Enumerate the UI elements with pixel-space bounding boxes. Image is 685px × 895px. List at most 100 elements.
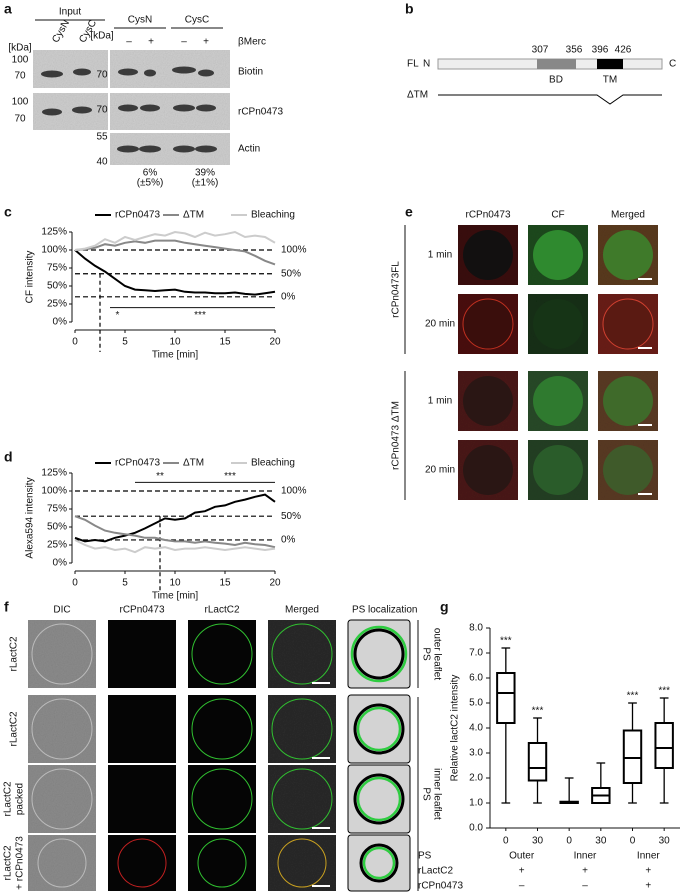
row-label: rLactC2 bbox=[3, 845, 14, 880]
panel-label: c bbox=[4, 204, 12, 220]
series-line bbox=[74, 249, 276, 296]
series-line bbox=[74, 230, 276, 251]
blot-quant: 6% bbox=[143, 168, 158, 179]
blot-band bbox=[140, 104, 160, 112]
condition-value: Inner bbox=[574, 851, 597, 862]
reference-label: 100% bbox=[281, 486, 307, 497]
x-tick-label: 20 bbox=[269, 578, 281, 589]
micrograph bbox=[188, 835, 256, 891]
x-tick-label: 5 bbox=[122, 337, 128, 348]
membrane bbox=[353, 703, 405, 755]
blot-quant: (±5%) bbox=[137, 178, 164, 189]
vesicle bbox=[31, 768, 93, 830]
micrograph bbox=[28, 620, 96, 688]
domain-name: BD bbox=[549, 75, 563, 86]
micrograph bbox=[188, 765, 256, 833]
x-tick-label: 15 bbox=[219, 578, 231, 589]
y-tick-label: 0% bbox=[53, 317, 68, 328]
significance-label: ** bbox=[156, 471, 164, 482]
blot-kda: [kDa] bbox=[8, 43, 32, 54]
ps-leaflet bbox=[356, 776, 402, 822]
domain-position: 396 bbox=[592, 45, 609, 56]
y-tick-label: 3.0 bbox=[469, 748, 483, 759]
vesicle bbox=[191, 698, 253, 760]
y-tick-label: 125% bbox=[41, 468, 67, 479]
reference-label: 0% bbox=[281, 291, 296, 302]
y-tick-label: 50% bbox=[47, 281, 67, 292]
vesicle bbox=[602, 298, 654, 350]
y-axis-label: Relative lactC2 intensity bbox=[450, 675, 461, 782]
blot-row-label: Actin bbox=[238, 144, 260, 155]
vesicle bbox=[603, 445, 653, 495]
blot-band bbox=[117, 145, 139, 153]
significance-label: *** bbox=[500, 636, 512, 647]
significance-label: *** bbox=[627, 691, 639, 702]
row-label: packed bbox=[15, 783, 26, 815]
domain-position: 307 bbox=[532, 45, 549, 56]
box bbox=[496, 672, 516, 724]
blot-group-label: CysC bbox=[185, 15, 209, 26]
blot-image bbox=[110, 93, 230, 130]
vesicle bbox=[533, 299, 583, 349]
vesicle bbox=[463, 376, 513, 426]
domain-position: 426 bbox=[615, 45, 632, 56]
vesicle bbox=[463, 445, 513, 495]
reference-label: 0% bbox=[281, 535, 296, 546]
row-label: rLactC2 bbox=[9, 711, 20, 746]
reference-label: 50% bbox=[281, 511, 301, 522]
condition-label: rCPn0473 bbox=[418, 881, 463, 892]
blot-marker: 70 bbox=[96, 70, 108, 81]
panel-label: d bbox=[4, 449, 13, 465]
micrograph bbox=[268, 695, 336, 763]
x-tick-label: 10 bbox=[169, 578, 181, 589]
diagram-label: N bbox=[423, 59, 430, 70]
y-tick-label: 0.0 bbox=[469, 823, 483, 834]
legend-label: ΔTM bbox=[183, 210, 204, 221]
x-tick-label: 0 bbox=[503, 836, 509, 847]
x-axis-label: Time [min] bbox=[152, 350, 199, 361]
condition-value: Inner bbox=[637, 851, 660, 862]
condition-value: + bbox=[519, 866, 525, 877]
blot-band bbox=[173, 145, 195, 153]
vesicle bbox=[533, 376, 583, 426]
blot-row-label: Biotin bbox=[238, 67, 263, 78]
blot-marker: 100 bbox=[12, 97, 29, 108]
side-label: inner leaflet bbox=[431, 768, 442, 820]
x-tick-label: 30 bbox=[532, 836, 544, 847]
y-tick-label: 1.0 bbox=[469, 798, 483, 809]
column-header: CF bbox=[551, 210, 564, 221]
vesicle bbox=[197, 838, 247, 888]
blot-band bbox=[139, 145, 161, 153]
row-label: 1 min bbox=[428, 250, 452, 261]
y-tick-label: 4.0 bbox=[469, 723, 483, 734]
side-label: PS bbox=[420, 787, 431, 801]
vesicle bbox=[271, 768, 333, 830]
series-line bbox=[74, 515, 276, 549]
vesicle bbox=[37, 838, 87, 888]
ps-header: localization bbox=[368, 605, 417, 616]
bd-domain bbox=[537, 59, 576, 69]
x-tick-label: 20 bbox=[269, 337, 281, 348]
vesicle bbox=[31, 698, 93, 760]
ps-leaflet bbox=[362, 846, 396, 880]
blot-band bbox=[72, 106, 92, 114]
blot-marker: 40 bbox=[96, 157, 108, 168]
series-line bbox=[74, 239, 276, 266]
side-label: PS bbox=[420, 647, 431, 661]
condition-label: rLactC2 bbox=[418, 866, 453, 877]
significance-label: *** bbox=[532, 706, 544, 717]
y-tick-label: 5.0 bbox=[469, 698, 483, 709]
condition-value: + bbox=[645, 881, 651, 892]
condition-value: Outer bbox=[509, 851, 535, 862]
column-header: rCPn0473 bbox=[119, 605, 164, 616]
x-tick-label: 0 bbox=[72, 578, 78, 589]
condition-value: – bbox=[519, 881, 525, 892]
vesicle bbox=[603, 376, 653, 426]
micrograph bbox=[108, 765, 176, 833]
domain-position: 356 bbox=[566, 45, 583, 56]
blot-band bbox=[173, 104, 195, 112]
legend-label: rCPn0473 bbox=[115, 210, 160, 221]
blot-band bbox=[73, 68, 91, 76]
tm-domain bbox=[597, 59, 623, 69]
